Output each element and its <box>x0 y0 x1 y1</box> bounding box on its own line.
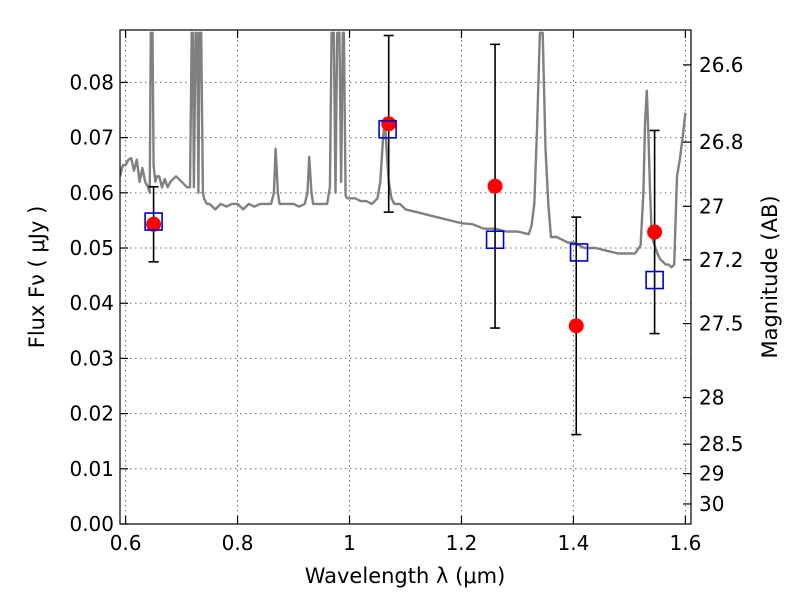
y-tick-label: 0.07 <box>69 126 114 150</box>
y-tick-label: 0.03 <box>69 346 114 370</box>
x-tick-label: 0.6 <box>110 531 142 555</box>
x-tick-label: 1.2 <box>446 531 478 555</box>
spectrum-layer <box>120 31 687 269</box>
y-axis-label-left: Flux Fν ( μJy ) <box>25 206 49 349</box>
error-bars <box>148 34 660 436</box>
y-axis-label-right: Magnitude (AB) <box>758 195 782 358</box>
y-tick-label: 0.02 <box>69 402 114 426</box>
observed-point <box>568 318 584 334</box>
magnitude-tick-label: 26.6 <box>699 53 744 77</box>
model-band-square <box>645 270 664 290</box>
model-band-square <box>569 243 589 262</box>
model-spectrum-line <box>120 31 687 269</box>
model-band-square <box>378 120 397 139</box>
data-markers <box>144 116 664 334</box>
y-tick-label: 0.01 <box>69 457 114 481</box>
magnitude-tick-label: 28.5 <box>699 432 744 456</box>
model-band-square <box>144 212 163 231</box>
magnitude-tick-label: 27 <box>699 194 724 218</box>
observed-point <box>381 116 397 132</box>
observed-point <box>146 216 162 232</box>
magnitude-tick-label: 27.2 <box>699 248 744 272</box>
x-tick-label: 1 <box>343 531 356 555</box>
magnitude-tick-label: 27.5 <box>699 312 744 336</box>
y-tick-label: 0.04 <box>69 291 114 315</box>
y-tick-label: 0.05 <box>69 236 114 260</box>
x-axis-label: Wavelength λ (μm) <box>305 564 506 588</box>
x-tick-label: 0.8 <box>222 531 254 555</box>
magnitude-tick-label: 28 <box>699 386 724 410</box>
x-tick-label: 1.4 <box>558 531 590 555</box>
y-tick-label: 0.00 <box>69 512 114 536</box>
y-tick-label: 0.06 <box>69 181 114 205</box>
axis-ticks: 0.6 0.8 1 1.2 1.4 1.6 0.00 0.01 0.02 0.03 0.04 0.05… <box>69 30 744 555</box>
x-tick-label: 1.6 <box>669 531 701 555</box>
observed-point <box>487 178 503 194</box>
magnitude-tick-label: 30 <box>699 492 724 516</box>
magnitude-tick-label: 26.8 <box>699 130 744 154</box>
observed-point <box>647 224 663 240</box>
model-band-square <box>485 230 505 250</box>
y-tick-label: 0.08 <box>69 70 114 94</box>
plot-frame <box>119 29 692 525</box>
grid <box>120 30 691 525</box>
magnitude-tick-label: 29 <box>699 462 724 486</box>
